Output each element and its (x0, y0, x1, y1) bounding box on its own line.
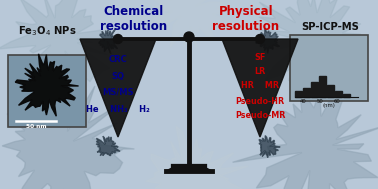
Text: HR    MR: HR MR (241, 81, 279, 91)
Circle shape (184, 32, 194, 42)
Bar (290, 35, 368, 101)
Polygon shape (256, 28, 280, 53)
Polygon shape (99, 29, 118, 54)
Text: Pseudo-MR: Pseudo-MR (235, 112, 285, 121)
Polygon shape (2, 82, 134, 189)
Bar (343, 94, 350, 97)
Polygon shape (166, 167, 212, 171)
Text: Chemical
resolution: Chemical resolution (101, 5, 167, 33)
Polygon shape (256, 0, 361, 91)
Text: SQ: SQ (112, 71, 124, 81)
Text: MS/MS: MS/MS (102, 88, 134, 97)
Polygon shape (146, 126, 248, 189)
Text: Physical
resolution: Physical resolution (212, 5, 280, 33)
Polygon shape (80, 39, 156, 137)
Polygon shape (148, 0, 235, 49)
Bar (327, 85, 334, 97)
Text: He    NH₃    H₂: He NH₃ H₂ (86, 105, 150, 114)
Text: Pseudo-HR: Pseudo-HR (235, 97, 285, 105)
Text: (nm): (nm) (322, 102, 335, 108)
Bar (319, 76, 326, 97)
Text: 40: 40 (300, 99, 307, 104)
Text: LR: LR (254, 67, 266, 75)
Text: SF: SF (254, 53, 266, 61)
Bar (295, 91, 302, 97)
Bar (335, 91, 342, 97)
Bar (8, 55, 86, 127)
Polygon shape (15, 54, 79, 116)
Text: CRC: CRC (108, 54, 127, 64)
Text: 50: 50 (317, 99, 323, 104)
Polygon shape (222, 39, 298, 137)
Bar (311, 82, 318, 97)
Circle shape (256, 35, 265, 43)
Text: Fe$_3$O$_4$ NPs: Fe$_3$O$_4$ NPs (18, 24, 76, 38)
Circle shape (113, 35, 122, 43)
Polygon shape (96, 136, 120, 156)
Bar (303, 88, 310, 97)
Text: 50 nm: 50 nm (26, 124, 46, 129)
Polygon shape (259, 136, 280, 158)
Polygon shape (0, 0, 121, 84)
Text: 60: 60 (334, 99, 340, 104)
Polygon shape (232, 71, 378, 189)
Text: SP-ICP-MS: SP-ICP-MS (301, 22, 359, 32)
